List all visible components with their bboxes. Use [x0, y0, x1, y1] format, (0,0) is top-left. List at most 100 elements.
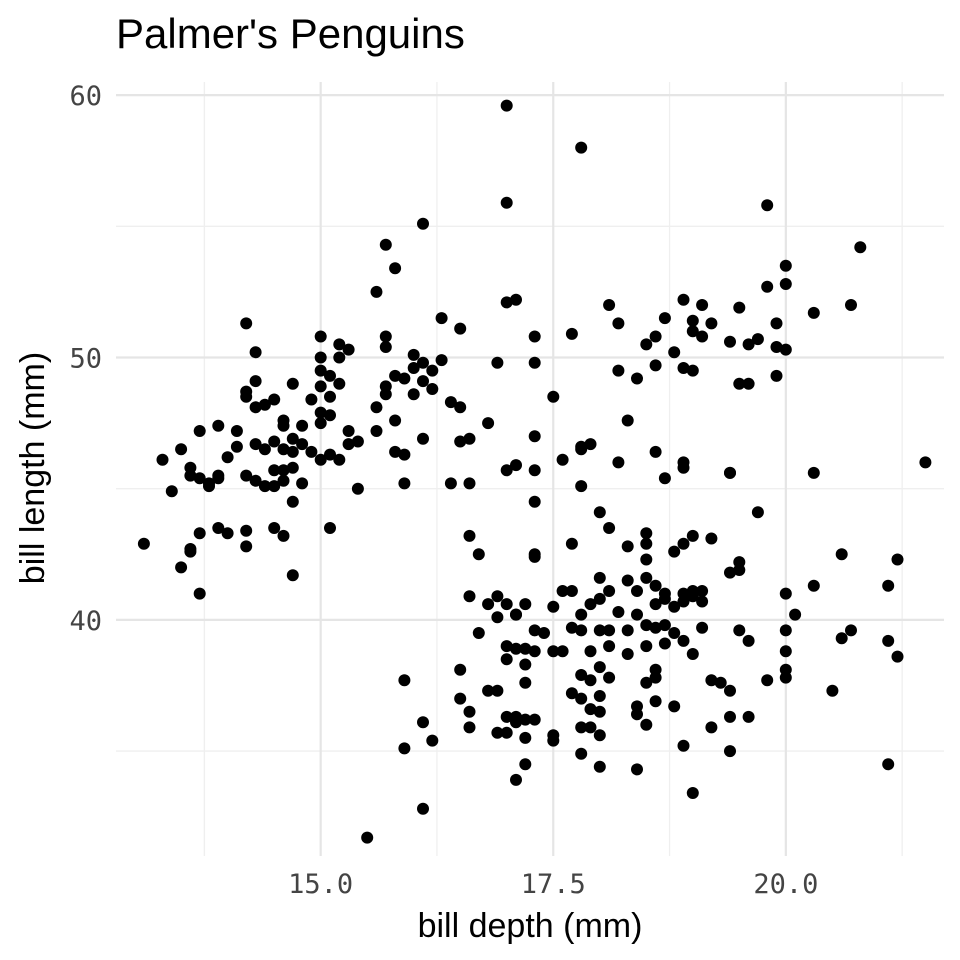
- data-point: [500, 598, 513, 611]
- data-point: [268, 480, 281, 493]
- data-point: [444, 396, 457, 409]
- data-point: [426, 383, 439, 395]
- data-point: [724, 566, 736, 579]
- data-point: [444, 477, 457, 490]
- data-point: [500, 653, 513, 666]
- data-point: [212, 419, 225, 432]
- data-point: [314, 330, 327, 343]
- x-tick-label: 20.0: [753, 869, 818, 900]
- data-point: [203, 477, 215, 490]
- data-point: [528, 330, 541, 343]
- data-point: [296, 419, 309, 432]
- data-point: [398, 477, 411, 490]
- data-point: [407, 362, 420, 374]
- data-point: [407, 388, 420, 401]
- data-point: [240, 524, 253, 537]
- data-point: [547, 645, 560, 658]
- data-point: [882, 758, 895, 771]
- data-point: [361, 831, 374, 844]
- data-point: [593, 705, 606, 718]
- data-point: [779, 624, 792, 637]
- data-point: [733, 624, 746, 637]
- data-point: [668, 627, 681, 639]
- data-point: [724, 335, 736, 348]
- data-point: [240, 540, 253, 553]
- data-point: [575, 608, 588, 621]
- data-point: [751, 506, 764, 519]
- data-point: [184, 543, 197, 555]
- data-point: [686, 325, 699, 338]
- data-point: [603, 640, 616, 653]
- data-point: [305, 393, 318, 406]
- x-axis-ticks: 15.0 17.5 20.0: [288, 869, 818, 900]
- data-point: [575, 624, 588, 637]
- data-point: [705, 721, 718, 734]
- data-point: [519, 598, 532, 611]
- data-point: [324, 448, 336, 461]
- data-point: [398, 448, 411, 461]
- data-point: [658, 312, 671, 325]
- data-point: [370, 285, 383, 298]
- data-point: [649, 671, 662, 684]
- data-point: [510, 293, 522, 306]
- y-tick-label: 40: [69, 606, 102, 637]
- data-point: [649, 359, 662, 372]
- data-point: [519, 658, 532, 671]
- data-point: [258, 398, 271, 411]
- data-point: [761, 199, 774, 212]
- data-point: [528, 624, 541, 637]
- data-point: [770, 317, 783, 330]
- data-point: [314, 406, 327, 419]
- data-point: [454, 663, 467, 676]
- data-point: [398, 742, 411, 755]
- data-point: [575, 141, 588, 154]
- data-point: [789, 608, 802, 621]
- data-point: [379, 330, 392, 343]
- data-point: [286, 569, 299, 582]
- data-point: [454, 692, 467, 705]
- data-point: [677, 456, 690, 469]
- data-point: [686, 364, 699, 377]
- data-point: [593, 592, 606, 605]
- data-point: [649, 695, 662, 708]
- data-point: [677, 293, 690, 306]
- data-point: [631, 763, 643, 776]
- data-point: [807, 466, 820, 479]
- data-point: [277, 464, 290, 477]
- data-point: [761, 674, 774, 687]
- data-point: [351, 435, 364, 448]
- data-point: [277, 419, 290, 432]
- data-point: [389, 369, 402, 382]
- data-point: [547, 390, 560, 403]
- data-point: [528, 464, 541, 477]
- data-point: [677, 537, 690, 550]
- data-point: [500, 726, 513, 739]
- data-point: [603, 671, 616, 684]
- data-point: [324, 522, 336, 534]
- data-point: [584, 721, 597, 734]
- data-point: [621, 414, 634, 427]
- data-point: [277, 474, 290, 487]
- data-point: [565, 687, 578, 700]
- data-point: [556, 453, 569, 466]
- data-point: [249, 474, 262, 487]
- data-point: [686, 787, 699, 799]
- data-point: [686, 648, 699, 660]
- data-point: [500, 296, 513, 309]
- data-point: [854, 241, 867, 254]
- data-point: [779, 278, 792, 290]
- data-point: [882, 579, 895, 592]
- data-point: [435, 354, 448, 367]
- data-point: [491, 726, 504, 739]
- data-point: [314, 417, 327, 430]
- data-point: [221, 527, 234, 540]
- data-point: [603, 299, 616, 311]
- data-point: [835, 632, 848, 645]
- data-point: [472, 548, 485, 561]
- data-point: [556, 585, 569, 597]
- data-point: [696, 585, 709, 597]
- data-point: [770, 341, 783, 353]
- data-point: [482, 598, 495, 611]
- data-point: [603, 624, 616, 637]
- data-point: [528, 356, 541, 369]
